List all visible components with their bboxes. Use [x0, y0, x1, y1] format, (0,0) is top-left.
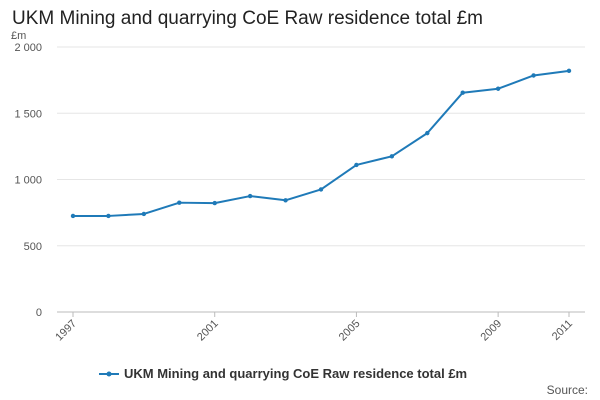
y-tick-label: 1 000	[14, 175, 42, 187]
legend-label: UKM Mining and quarrying CoE Raw residen…	[124, 366, 468, 381]
chart-title: UKM Mining and quarrying CoE Raw residen…	[12, 8, 483, 29]
legend-line-icon	[99, 371, 119, 376]
data-point[interactable]	[531, 73, 536, 78]
data-point[interactable]	[354, 162, 359, 168]
x-tick-label: 2011	[550, 318, 575, 343]
data-point[interactable]	[247, 193, 253, 199]
x-tick-label: 1997	[53, 318, 79, 344]
source-label: Source:	[546, 383, 588, 397]
x-tick-label: 2009	[478, 318, 504, 344]
legend[interactable]: UKM Mining and quarrying CoE Raw residen…	[98, 366, 467, 381]
data-point[interactable]	[177, 200, 182, 205]
y-axis-ticks: 0 500 1 000 1 500 2 000	[14, 42, 42, 319]
data-point[interactable]	[566, 68, 572, 74]
data-point[interactable]	[212, 200, 217, 206]
y-axis-unit-label: £m	[11, 30, 27, 42]
data-point[interactable]	[495, 86, 501, 91]
data-point[interactable]	[460, 90, 465, 95]
x-tick-label: 2005	[337, 318, 363, 344]
data-point[interactable]	[141, 211, 147, 217]
y-tick-label: 1 500	[14, 108, 42, 120]
gridlines	[57, 46, 585, 313]
data-point[interactable]	[106, 213, 111, 219]
x-tick-label: 2001	[195, 318, 221, 344]
y-tick-label: 2 000	[14, 42, 42, 54]
data-point[interactable]	[318, 187, 324, 192]
data-point[interactable]	[389, 154, 395, 159]
series-group	[70, 68, 572, 219]
y-tick-label: 0	[36, 307, 42, 319]
y-tick-label: 500	[24, 241, 42, 253]
data-point[interactable]	[283, 198, 288, 203]
data-point[interactable]	[70, 213, 76, 219]
series-line	[73, 69, 570, 217]
x-axis-ticks: 1997 2001 2005 2009 2011	[53, 312, 575, 343]
data-point[interactable]	[425, 130, 430, 136]
